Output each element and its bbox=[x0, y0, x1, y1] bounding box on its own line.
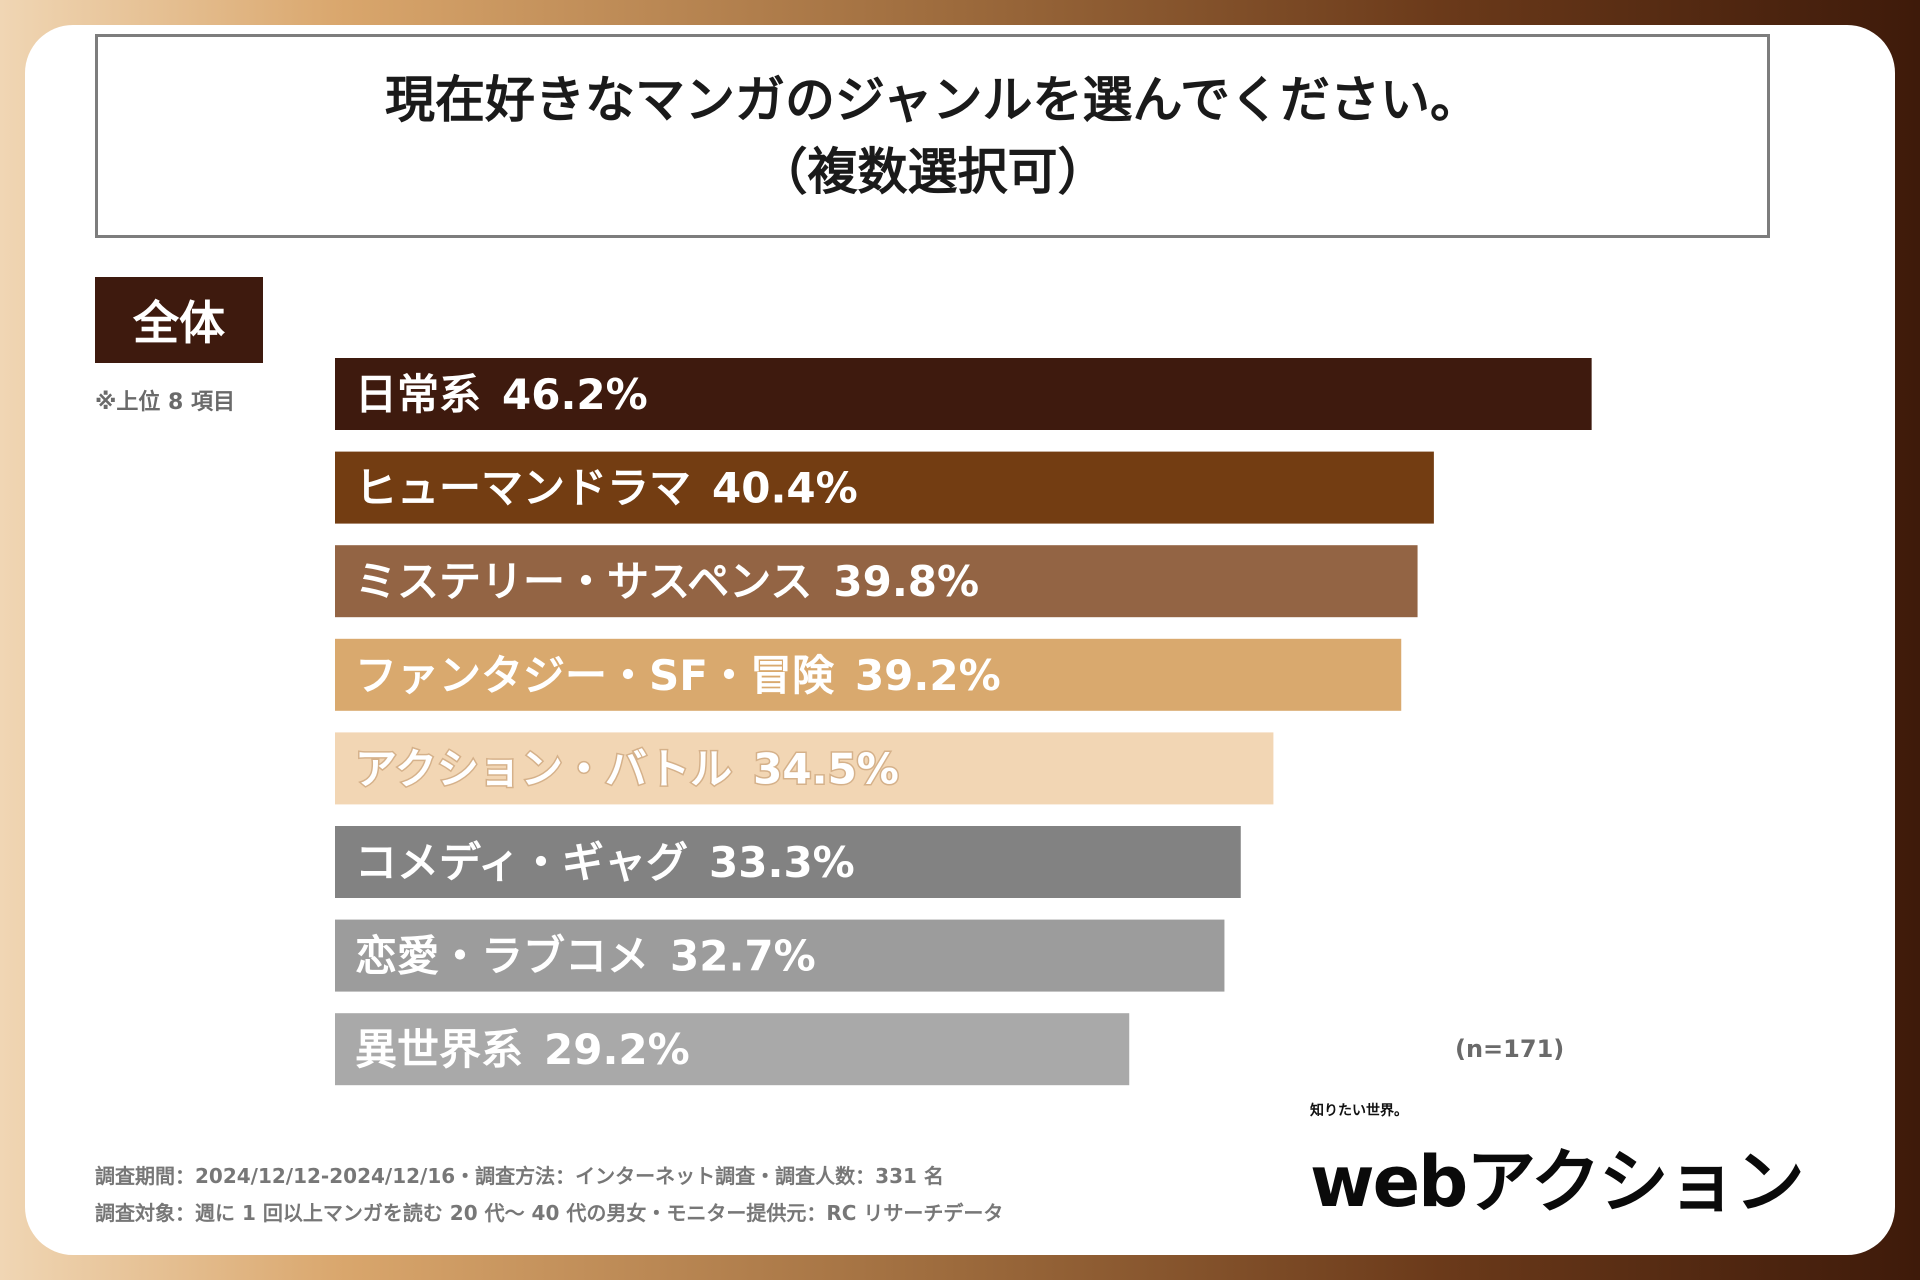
logo-wordmark: webアクション bbox=[1310, 1141, 1805, 1223]
logo-tagline: 知りたい世界。 bbox=[1310, 1103, 1408, 1119]
bar-label-2: ヒューマンドラマ 40.4% bbox=[355, 464, 858, 513]
bar-label-1: 日常系 46.2% bbox=[355, 370, 648, 419]
bar-label-5: アクション・バトル 34.5% bbox=[355, 744, 899, 793]
bar-label-7: 恋愛・ラブコメ 32.7% bbox=[355, 932, 816, 981]
bar-label-8: 異世界系 29.2% bbox=[355, 1025, 690, 1074]
bar-label-4: ファンタジー・SF・冒険 39.2% bbox=[355, 651, 1001, 700]
bar-1 bbox=[335, 358, 1592, 430]
bar-3 bbox=[335, 545, 1418, 618]
bar-5 bbox=[335, 732, 1274, 805]
title-box: 現在好きなマンガのジャンルを選んでください。 （複数選択可） bbox=[95, 34, 1770, 238]
segment-tag: 全体 bbox=[95, 277, 263, 363]
title-line-1: 現在好きなマンガのジャンルを選んでください。 bbox=[385, 71, 1480, 129]
footer-survey-period: 調査期間：2024/12/12-2024/12/16・調査方法：インターネット調… bbox=[95, 1164, 944, 1188]
bar-7 bbox=[335, 919, 1225, 992]
bar-8 bbox=[335, 1013, 1130, 1086]
footer-survey-target: 調査対象：週に 1 回以上マンガを読む 20 代〜 40 代の男女・モニター提供… bbox=[95, 1201, 1004, 1225]
note-top8: ※上位 8 項目 bbox=[95, 390, 236, 415]
sample-size-label: (n=171) bbox=[1455, 1035, 1565, 1063]
bar-label-6: コメディ・ギャグ 33.3% bbox=[355, 838, 855, 887]
web-action-logo: 知りたい世界。 webアクション bbox=[1310, 1100, 1805, 1223]
bar-2 bbox=[335, 451, 1434, 524]
title-line-2: （複数選択可） bbox=[757, 143, 1108, 201]
bar-6 bbox=[335, 826, 1241, 898]
bar-4 bbox=[335, 638, 1402, 711]
bar-label-3: ミステリー・サスペンス 39.8% bbox=[355, 557, 979, 606]
